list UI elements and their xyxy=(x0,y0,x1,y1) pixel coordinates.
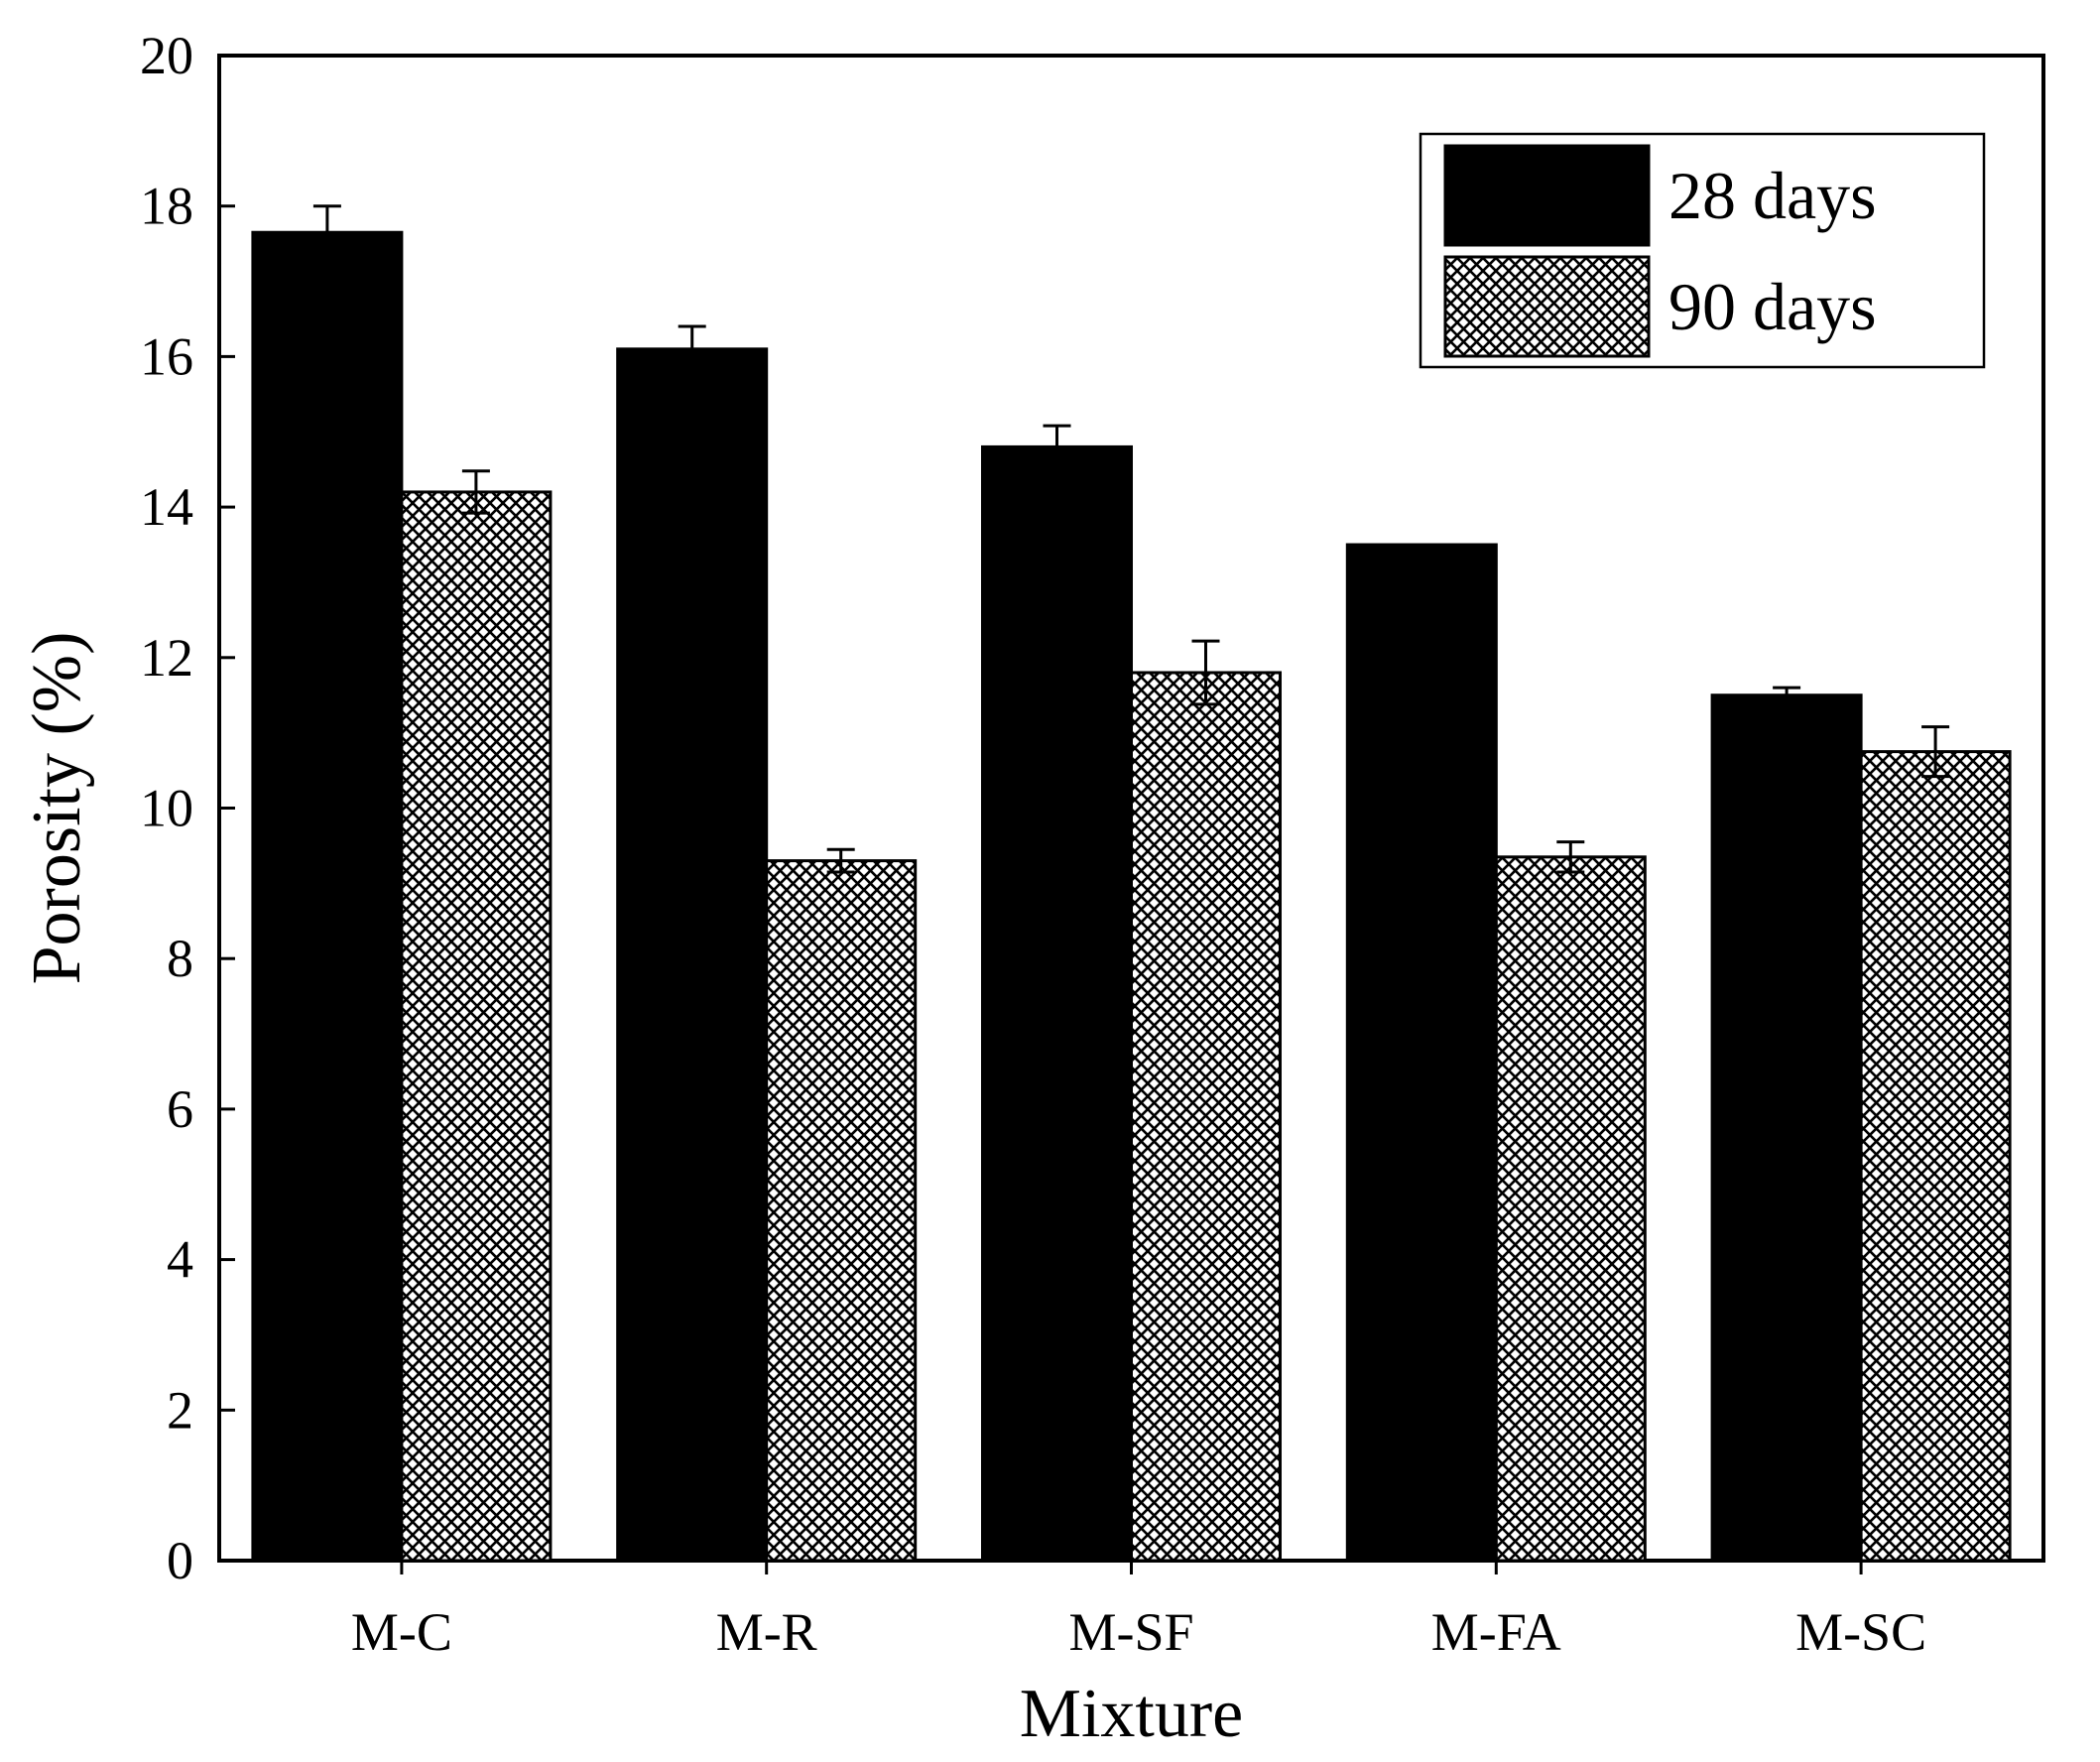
bar-90-days-m-c xyxy=(400,490,553,1563)
legend-swatch-90-days xyxy=(1443,255,1651,358)
bar-28-days-m-fa xyxy=(1345,543,1498,1563)
bar-90-days-m-fa xyxy=(1494,855,1647,1563)
y-tick-label: 10 xyxy=(140,779,193,838)
bar-90-days-m-sc xyxy=(1859,750,2012,1563)
bar-28-days-m-sf xyxy=(981,444,1133,1563)
x-tick-label: M-SC xyxy=(1795,1602,1926,1662)
y-tick-label: 8 xyxy=(167,929,193,988)
y-axis-title: Porosity (%) xyxy=(19,632,95,985)
x-tick-label: M-FA xyxy=(1431,1602,1561,1662)
bar-90-days-m-sf xyxy=(1130,671,1282,1563)
y-tick-label: 6 xyxy=(167,1079,193,1139)
y-tick-label: 14 xyxy=(140,477,193,537)
y-tick-label: 16 xyxy=(140,326,193,386)
x-tick-label: M-SF xyxy=(1068,1602,1193,1662)
y-tick-label: 20 xyxy=(140,26,193,85)
bar-90-days-m-r xyxy=(765,859,918,1563)
x-axis-title: Mixture xyxy=(1020,1676,1244,1752)
legend-label-28-days: 28 days xyxy=(1668,158,1877,233)
y-tick-label: 12 xyxy=(140,628,193,688)
bar-28-days-m-c xyxy=(251,230,404,1563)
legend-swatch-28-days xyxy=(1443,144,1651,247)
bar-28-days-m-sc xyxy=(1710,693,1863,1563)
y-tick-label: 2 xyxy=(167,1380,193,1440)
y-tick-label: 18 xyxy=(140,177,193,236)
y-tick-label: 0 xyxy=(167,1531,193,1590)
legend-label-90-days: 90 days xyxy=(1668,269,1877,344)
x-tick-label: M-R xyxy=(716,1602,817,1662)
y-tick-label: 4 xyxy=(167,1230,193,1290)
x-tick-label: M-C xyxy=(351,1602,452,1662)
bar-28-days-m-r xyxy=(616,347,769,1563)
